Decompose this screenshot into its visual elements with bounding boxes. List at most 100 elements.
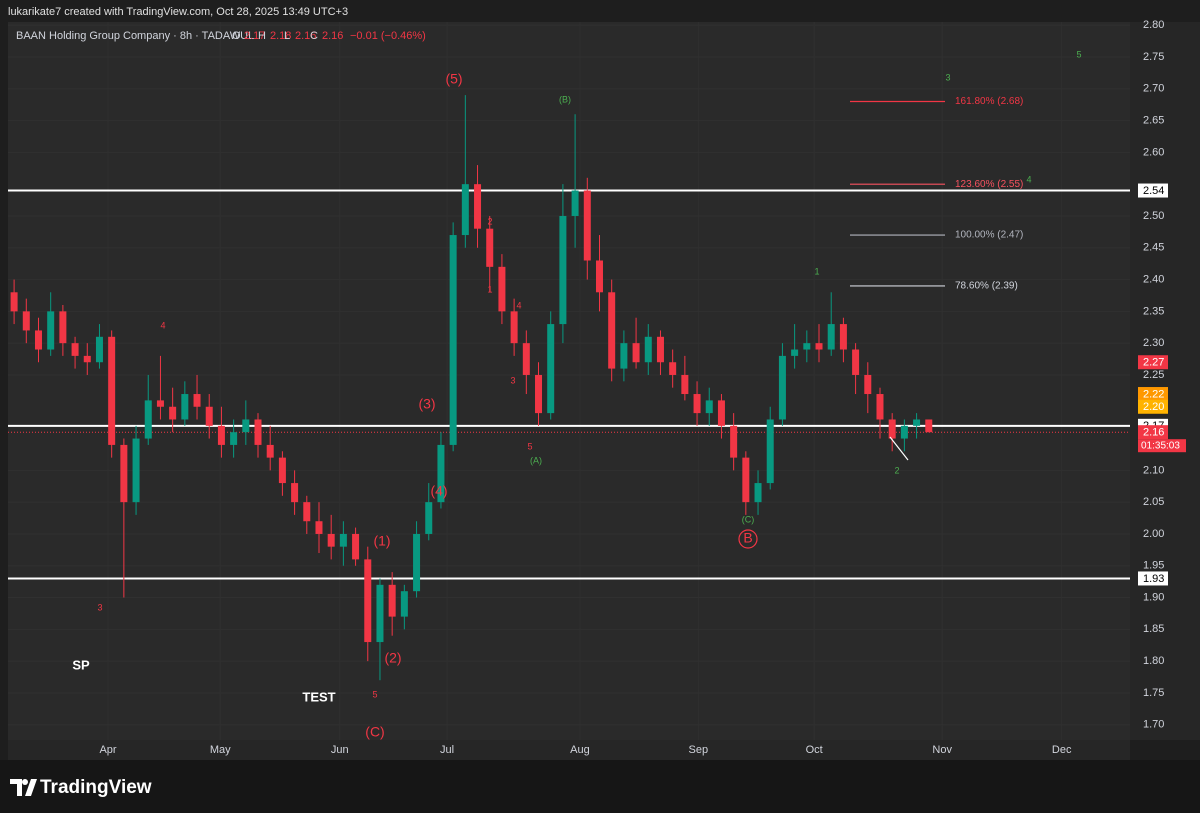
time-axis <box>8 740 1130 760</box>
watermark: lukarikate7 created with TradingView.com… <box>8 6 348 18</box>
wave-label: 4 <box>1026 174 1031 184</box>
candle-body <box>303 502 311 522</box>
candle-body <box>413 533 421 592</box>
candle-body <box>132 438 140 503</box>
price-badge-label: 2.16 <box>1143 427 1164 439</box>
y-tick-label: 2.30 <box>1143 337 1164 349</box>
price-badge-label: 2.22 <box>1143 388 1164 400</box>
y-tick-label: 1.70 <box>1143 719 1164 731</box>
wave-label: 5 <box>527 441 532 451</box>
candle-body <box>693 394 701 414</box>
layer: 2.80 2.75 2.70 2.65 2.60 2.50 2.45 2.40 2.35 2.30… <box>8 19 1164 756</box>
wave-label: SP <box>72 657 90 672</box>
candle-body <box>266 444 274 458</box>
footer <box>0 760 1200 813</box>
candle-body <box>522 343 530 375</box>
logo-icon <box>10 779 37 796</box>
ohlc-value: 2.16 <box>295 30 316 42</box>
candle-body <box>644 336 652 363</box>
y-tick-label: 2.45 <box>1143 242 1164 254</box>
candle-body <box>376 584 384 643</box>
wave-label: 1 <box>487 284 492 294</box>
candle-body <box>352 533 360 560</box>
y-tick-label: 2.70 <box>1143 83 1164 95</box>
candle-body <box>815 343 823 350</box>
y-tick-label: 2.50 <box>1143 210 1164 222</box>
circle-mark <box>738 529 758 549</box>
candle-body <box>193 394 201 407</box>
y-tick-label: 1.80 <box>1143 655 1164 667</box>
fib-label: 100.00% (2.47) <box>955 230 1023 241</box>
candle-body <box>864 374 872 395</box>
ohlc-key: O <box>232 30 241 42</box>
x-tick-label: Dec <box>1052 744 1072 756</box>
y-tick-label: 1.85 <box>1143 623 1164 635</box>
countdown-badge <box>1138 439 1186 453</box>
y-tick-label: 2.35 <box>1143 305 1164 317</box>
candle-body <box>669 362 677 375</box>
candle-body <box>10 292 18 312</box>
brand-logo: TradingView <box>10 777 152 798</box>
wave-label: 5 <box>372 689 377 699</box>
candle-body <box>535 374 543 414</box>
wave-label: (5) <box>445 71 462 87</box>
wave-label: (C) <box>742 514 755 524</box>
candle-body <box>364 559 372 643</box>
candle-body <box>108 336 116 445</box>
wave-label: 2 <box>487 216 492 226</box>
ohlc-value: 2.18 <box>270 30 291 42</box>
wave-label: 1 <box>814 266 819 276</box>
candle-body <box>656 336 664 363</box>
candle-body <box>437 444 445 503</box>
x-tick-label: Nov <box>932 744 952 756</box>
x-tick-label: Sep <box>688 744 708 756</box>
candle-body <box>47 311 55 350</box>
candle-body <box>681 374 689 395</box>
candle-body <box>778 355 786 420</box>
x-tick-label: Aug <box>570 744 590 756</box>
candle-body <box>547 324 555 414</box>
candle-body <box>181 394 189 420</box>
wave-label: 4 <box>516 300 521 310</box>
candle-body <box>803 343 811 350</box>
price-badge <box>1138 399 1168 414</box>
candle-body <box>705 400 713 414</box>
x-tick-label: May <box>210 744 231 756</box>
candle-body <box>388 584 396 617</box>
wave-label: 3 <box>945 72 950 82</box>
brand-name: TradingView <box>40 777 152 798</box>
candle-body <box>254 419 262 445</box>
candle-body <box>730 425 738 458</box>
ohlc-key: C <box>310 30 318 42</box>
price-badge <box>1138 355 1168 370</box>
candle-body <box>754 483 762 503</box>
x-tick-label: Apr <box>99 744 116 756</box>
wave-label: (4) <box>430 483 447 499</box>
candle-body <box>83 355 91 363</box>
candle-body <box>486 228 494 267</box>
candle-body <box>339 533 347 547</box>
fib-label: 123.60% (2.55) <box>955 179 1023 190</box>
y-tick-label: 1.75 <box>1143 687 1164 699</box>
candle-body <box>925 419 933 433</box>
x-tick-label: Oct <box>806 744 823 756</box>
candle-body <box>242 419 250 433</box>
y-tick-label: 2.10 <box>1143 464 1164 476</box>
ohlc-value: 2.17 <box>244 30 265 42</box>
y-tick-label: 2.60 <box>1143 146 1164 158</box>
price-badge-label: 1.93 <box>1143 573 1164 585</box>
wave-label: (C) <box>365 724 384 740</box>
price-badge-label: 2.27 <box>1143 357 1164 369</box>
candle-body <box>498 266 506 312</box>
candle-body <box>474 184 482 229</box>
price-axis <box>1130 22 1200 740</box>
y-tick-label: 2.25 <box>1143 369 1164 381</box>
y-tick-label: 2.80 <box>1143 19 1164 31</box>
wave-label: (B) <box>559 94 571 104</box>
wave-label: (A) <box>530 455 542 465</box>
candle-body <box>169 406 177 420</box>
candle-body <box>22 311 30 331</box>
y-tick-label: 2.75 <box>1143 51 1164 63</box>
candle-body <box>571 190 579 216</box>
price-badge-label: 2.20 <box>1143 401 1164 413</box>
